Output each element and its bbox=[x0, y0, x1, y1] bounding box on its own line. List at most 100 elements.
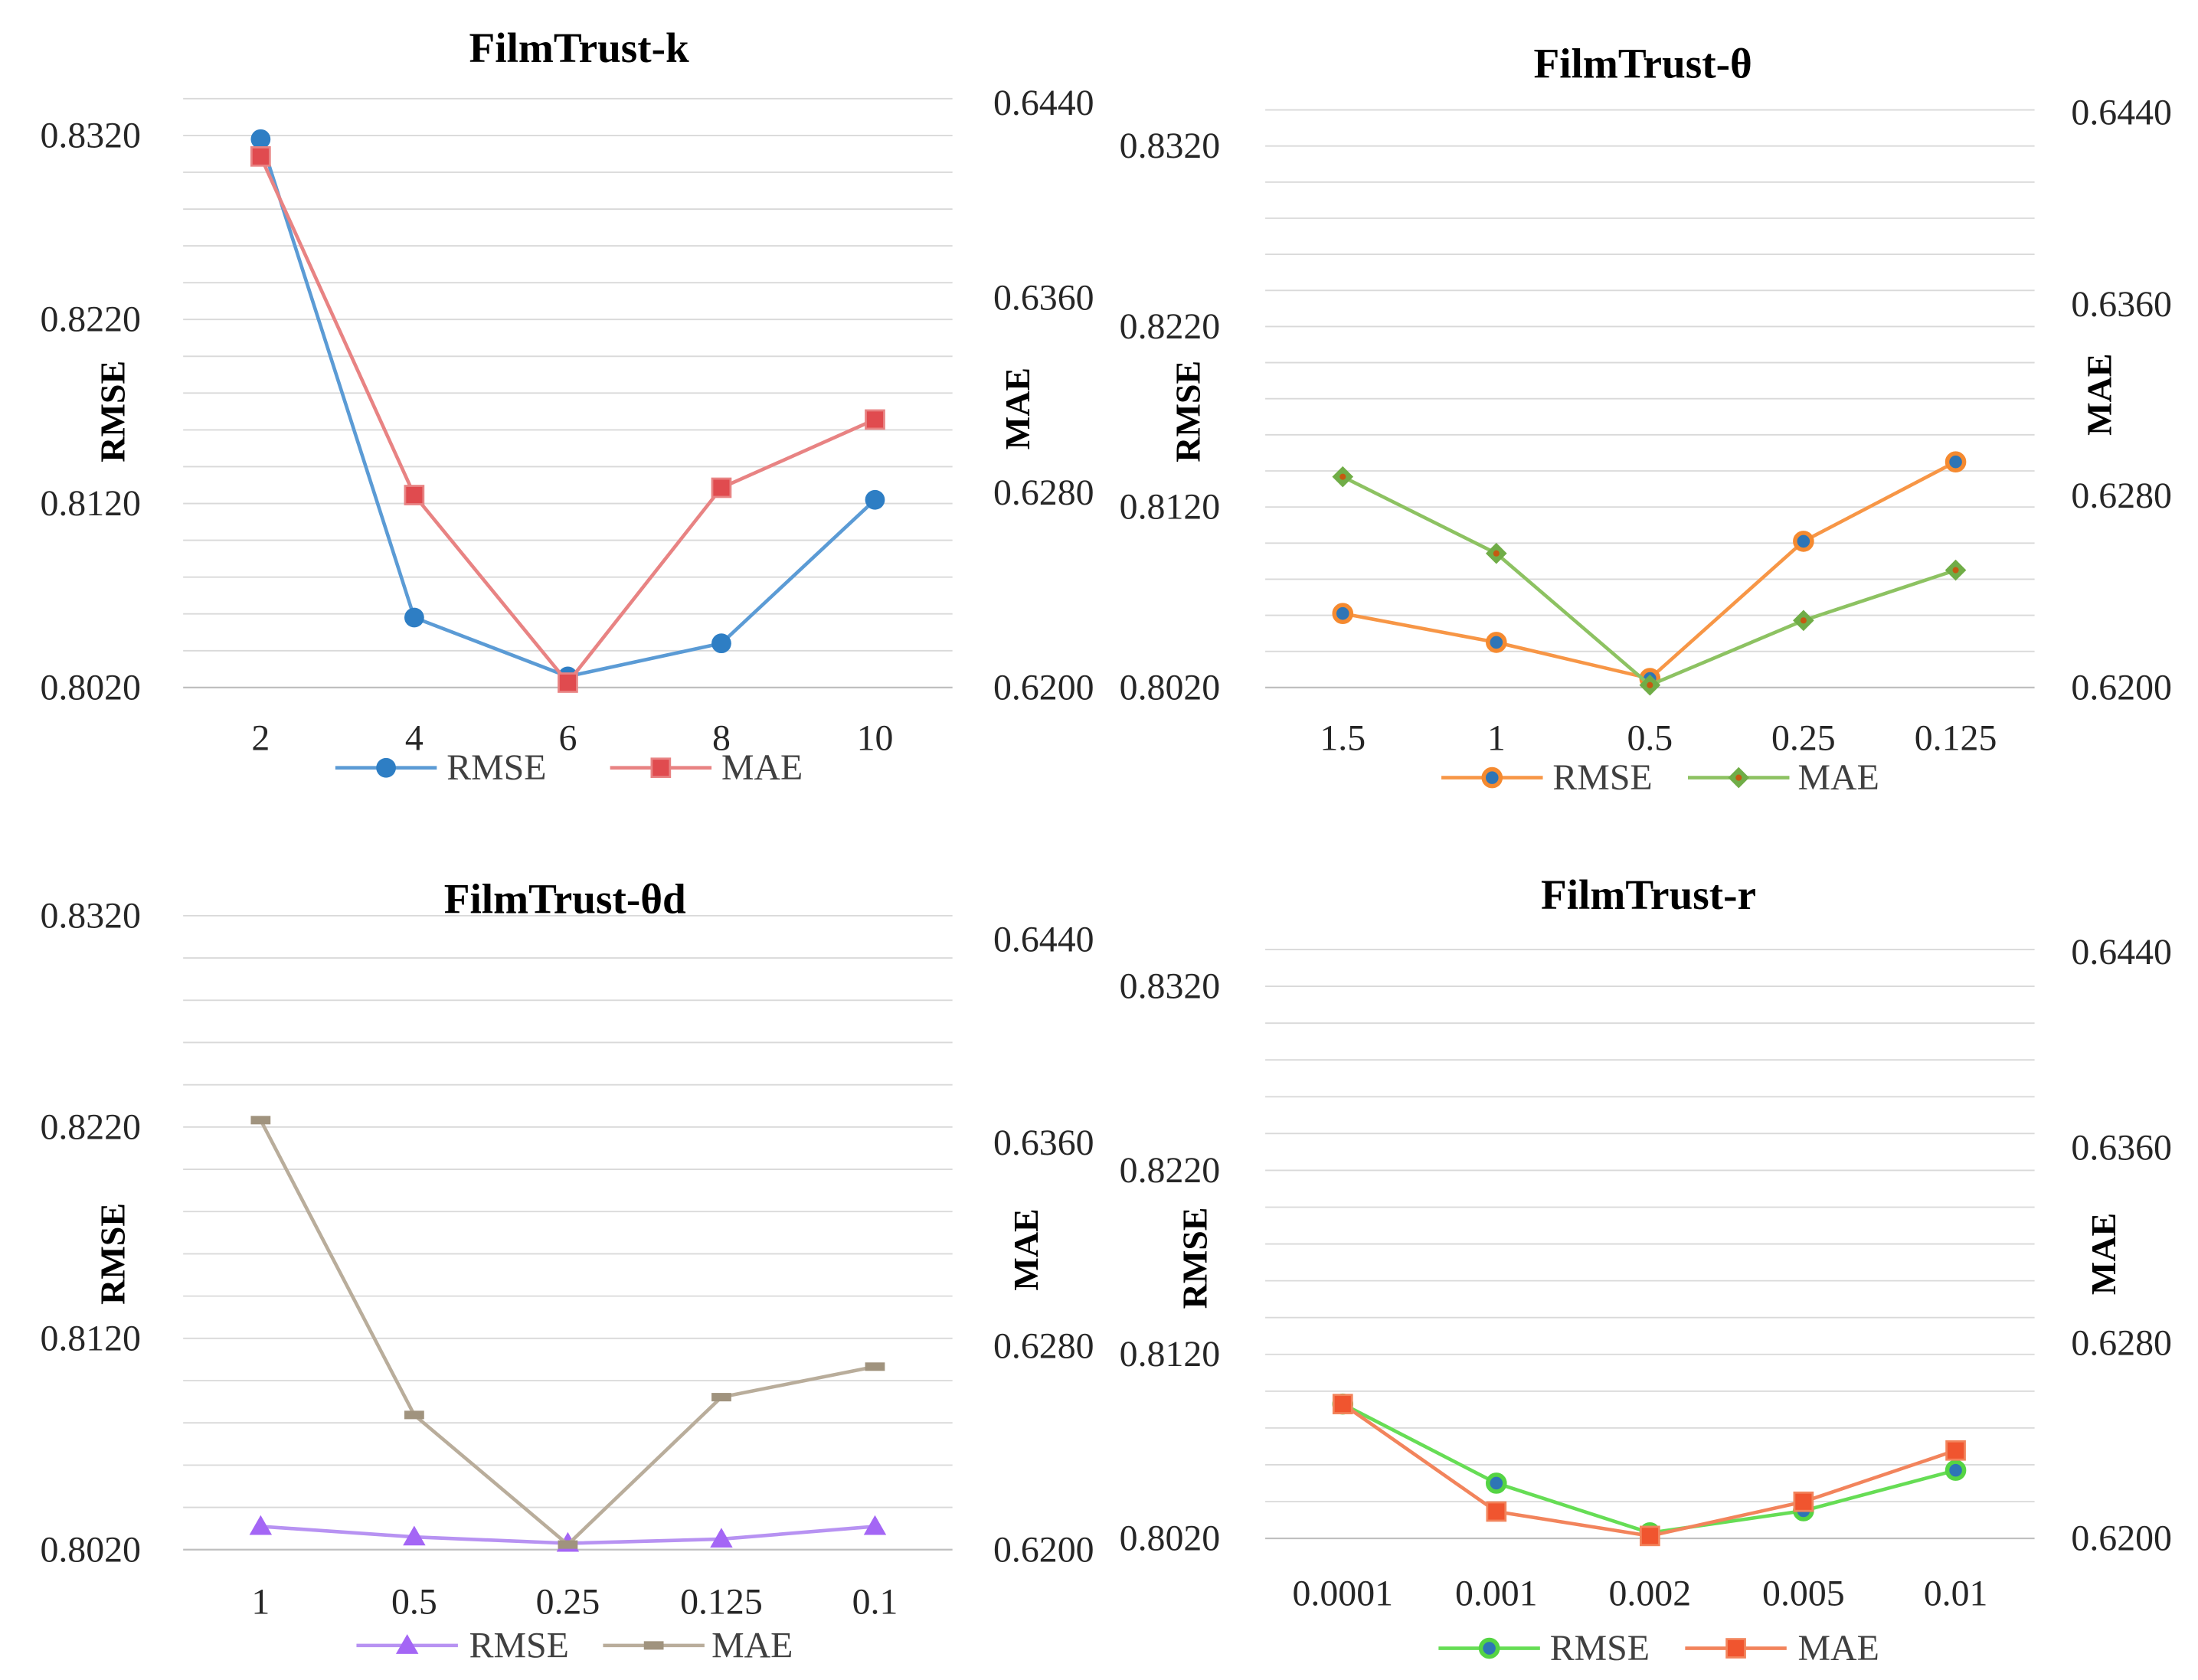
chart-1-left-tick-label: 0.8220 bbox=[40, 299, 141, 340]
chart-1-x-tick-label: 6 bbox=[558, 718, 577, 759]
chart-3-left-tick-label: 0.8020 bbox=[40, 1529, 141, 1570]
chart-4-mae-legend-marker bbox=[1725, 1638, 1746, 1659]
chart-2-left-tick-label: 0.8120 bbox=[1120, 487, 1221, 528]
chart-4-left-tick-label: 0.8020 bbox=[1120, 1518, 1221, 1559]
chart-1-mae-point bbox=[558, 672, 578, 693]
chart-4-rmse-point bbox=[1945, 1459, 1967, 1481]
chart-2-rmse-point bbox=[1793, 531, 1814, 552]
chart-4-x-tick-label: 0.001 bbox=[1455, 1573, 1538, 1613]
chart-2-rmse-line bbox=[1342, 460, 1957, 681]
chart-1-left-tick-label: 0.8020 bbox=[40, 667, 141, 708]
chart-3-mae-point bbox=[250, 1116, 271, 1125]
chart-3-rmse-point bbox=[403, 1525, 426, 1546]
chart-4-right-tick-label: 0.6280 bbox=[2071, 1322, 2172, 1363]
chart-1-right-tick-label: 0.6440 bbox=[993, 83, 1094, 123]
chart-2-left-axis-title: RMSE bbox=[1168, 361, 1207, 462]
chart-2-x-tick-label: 0.5 bbox=[1627, 718, 1673, 759]
chart-3-left-tick-label: 0.8120 bbox=[40, 1318, 141, 1358]
chart-2-mae-point-center bbox=[1952, 567, 1959, 574]
chart-4-mae-legend-label: MAE bbox=[1798, 1628, 1879, 1669]
chart-1-mae-legend-marker bbox=[650, 757, 672, 779]
chart-2-right-tick-label: 0.6280 bbox=[2071, 476, 2172, 516]
chart-2-mae-point bbox=[1945, 559, 1967, 581]
chart-1-x-tick-label: 10 bbox=[857, 718, 894, 759]
chart-2-mae-legend-marker bbox=[1728, 766, 1750, 789]
chart-1: FilmTrust-k 0.8020 0.8120 0.8220 0.8320 0.620… bbox=[40, 25, 1094, 788]
chart-4-right-tick-label: 0.6200 bbox=[2071, 1518, 2172, 1559]
chart-4-rmse-point bbox=[1486, 1472, 1507, 1494]
chart-4-rmse-legend-marker bbox=[1478, 1637, 1500, 1659]
chart-4: FilmTrust-r 0.8020 0.8120 0.8220 0.8320 0.620… bbox=[1120, 871, 2172, 1669]
chart-1-rmse-legend-label: RMSE bbox=[446, 747, 546, 788]
chart-4-mae-line bbox=[1341, 1402, 1957, 1538]
chart-1-right-axis-title: MAE bbox=[998, 368, 1037, 449]
chart-3-x-tick-label: 1 bbox=[251, 1581, 270, 1622]
chart-4-left-tick-label: 0.8220 bbox=[1120, 1150, 1221, 1191]
chart-1-mae-line bbox=[259, 155, 876, 685]
chart-1-x-tick-label: 2 bbox=[251, 718, 270, 759]
chart-1-mae-point bbox=[404, 485, 425, 505]
chart-1-rmse-point bbox=[865, 489, 885, 510]
chart-1-left-tick-label: 0.8120 bbox=[40, 483, 141, 524]
chart-3-mae-line bbox=[259, 1119, 875, 1547]
chart-2-x-tick-label: 0.25 bbox=[1771, 718, 1836, 759]
chart-3-rmse-point bbox=[249, 1515, 273, 1535]
chart-1-mae-point bbox=[250, 146, 271, 167]
chart-2-title: FilmTrust-θ bbox=[1533, 40, 1752, 87]
chart-4-x-tick-label: 0.002 bbox=[1609, 1573, 1692, 1613]
chart-2-mae-point-center bbox=[1493, 550, 1500, 557]
chart-3-right-tick-label: 0.6200 bbox=[993, 1529, 1094, 1570]
chart-1-mae-legend-label: MAE bbox=[721, 747, 803, 788]
chart-1-x-tick-label: 8 bbox=[712, 718, 731, 759]
chart-1-title: FilmTrust-k bbox=[469, 25, 689, 71]
chart-2-right-tick-label: 0.6200 bbox=[2071, 667, 2172, 708]
chart-3-right-tick-label: 0.6440 bbox=[993, 920, 1094, 960]
chart-3-x-tick-label: 0.25 bbox=[536, 1581, 600, 1622]
chart-2-rmse-legend-label: RMSE bbox=[1552, 757, 1652, 798]
chart-3-left-tick-label: 0.8320 bbox=[40, 895, 141, 936]
chart-2-rmse-point bbox=[1332, 603, 1354, 625]
chart-1-rmse-point bbox=[250, 129, 271, 149]
chart-2-x-tick-label: 1 bbox=[1487, 718, 1506, 759]
chart-4-mae-point bbox=[1640, 1525, 1660, 1547]
chart-3-rmse-point bbox=[863, 1515, 887, 1535]
chart-3-right-tick-label: 0.6280 bbox=[993, 1326, 1094, 1367]
chart-1-mae-point bbox=[711, 477, 732, 498]
chart-3-right-axis-title: MAE bbox=[1006, 1208, 1045, 1290]
chart-1-x-tick-label: 4 bbox=[405, 718, 424, 759]
chart-1-rmse-point bbox=[404, 607, 424, 628]
chart-2-mae-point bbox=[1639, 674, 1661, 696]
chart-2-mae-legend-label: MAE bbox=[1798, 757, 1879, 798]
chart-4-mae-point bbox=[1793, 1491, 1814, 1512]
chart-2-left-tick-label: 0.8220 bbox=[1120, 306, 1221, 347]
chart-2: FilmTrust-θ 0.8020 0.8120 0.8220 0.8320 0.620… bbox=[1120, 40, 2172, 798]
chart-3: FilmTrust-θd 0.8020 0.8120 0.8220 0.8320 0.62… bbox=[40, 875, 1094, 1665]
chart-3-mae-point bbox=[558, 1540, 578, 1549]
chart-4-right-axis-title: MAE bbox=[2084, 1213, 2123, 1295]
chart-2-mae-point bbox=[1486, 542, 1507, 564]
chart-4-right-tick-label: 0.6360 bbox=[2071, 1127, 2172, 1168]
chart-2-mae-legend-marker-center bbox=[1735, 774, 1742, 781]
chart-4-mae-point bbox=[1332, 1394, 1353, 1415]
chart-4-left-tick-label: 0.8120 bbox=[1120, 1334, 1221, 1374]
chart-1-right-tick-label: 0.6200 bbox=[993, 667, 1094, 708]
chart-3-mae-point bbox=[711, 1393, 731, 1402]
chart-4-left-tick-label: 0.8320 bbox=[1120, 966, 1221, 1007]
chart-2-rmse-legend-marker bbox=[1481, 766, 1503, 789]
chart-4-title: FilmTrust-r bbox=[1541, 871, 1756, 918]
chart-3-mae-legend-label: MAE bbox=[711, 1625, 793, 1665]
chart-3-right-tick-label: 0.6360 bbox=[993, 1123, 1094, 1163]
chart-1-right-tick-label: 0.6280 bbox=[993, 472, 1094, 513]
chart-4-x-tick-label: 0.01 bbox=[1924, 1573, 1988, 1613]
chart-1-mae-point bbox=[865, 409, 885, 430]
chart-2-mae-point bbox=[1793, 610, 1814, 632]
chart-3-x-tick-label: 0.1 bbox=[852, 1581, 898, 1622]
chart-2-rmse-point bbox=[1945, 451, 1967, 472]
chart-2-mae-point-center bbox=[1647, 681, 1653, 688]
chart-2-x-tick-label: 1.5 bbox=[1320, 718, 1366, 759]
chart-3-title: FilmTrust-θd bbox=[444, 875, 686, 922]
chart-4-left-axis-title: RMSE bbox=[1176, 1208, 1215, 1309]
chart-2-left-tick-label: 0.8320 bbox=[1120, 126, 1221, 166]
chart-1-left-axis-title: RMSE bbox=[93, 361, 132, 462]
